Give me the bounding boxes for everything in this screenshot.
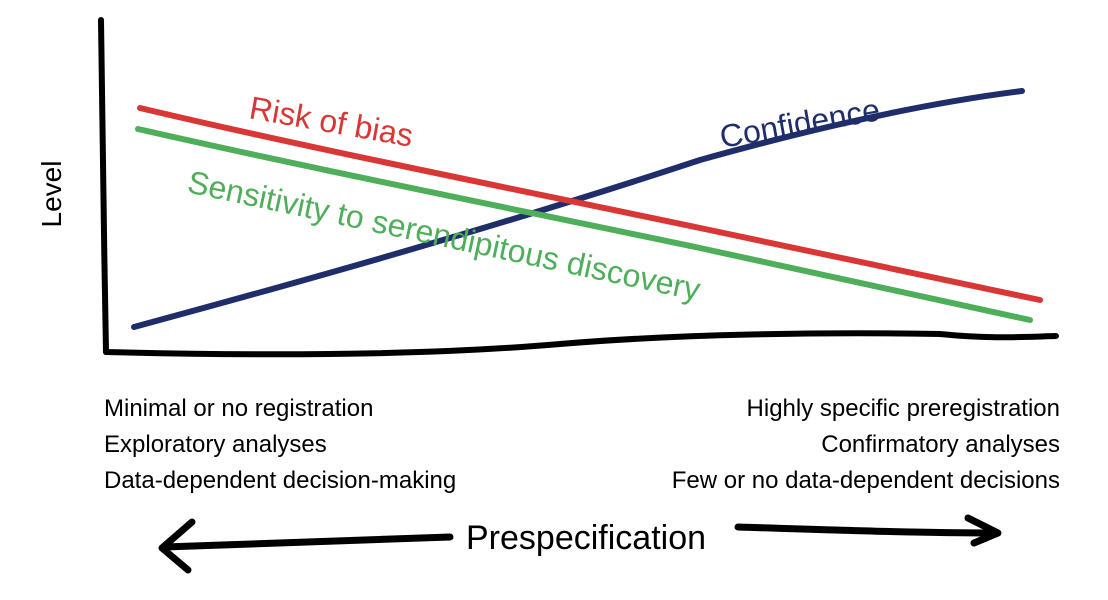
confidence-line <box>131 88 1025 330</box>
right-note-1: Highly specific preregistration <box>746 395 1060 422</box>
y-axis-label: Level <box>36 160 67 228</box>
right-arrow-head <box>964 514 1002 547</box>
right-arrow-shaft <box>734 523 1000 537</box>
x-axis-label: Prespecification <box>466 519 707 557</box>
sensitivity-line <box>135 126 1033 323</box>
risk-of-bias-line <box>137 105 1043 303</box>
right-note-2: Confirmatory analyses <box>821 431 1060 458</box>
x-axis <box>103 330 1059 358</box>
right-note-3: Few or no data-dependent decisions <box>671 467 1060 494</box>
left-arrow-shaft <box>160 533 454 551</box>
left-note-1: Minimal or no registration <box>104 395 374 422</box>
left-note-2: Exploratory analyses <box>104 431 327 458</box>
left-note-3: Data-dependent decision-making <box>104 467 457 494</box>
confidence-label: Confidence <box>717 91 883 155</box>
left-arrow-head <box>158 518 196 574</box>
y-axis <box>98 17 109 355</box>
risk-of-bias-label: Risk of bias <box>247 89 416 153</box>
